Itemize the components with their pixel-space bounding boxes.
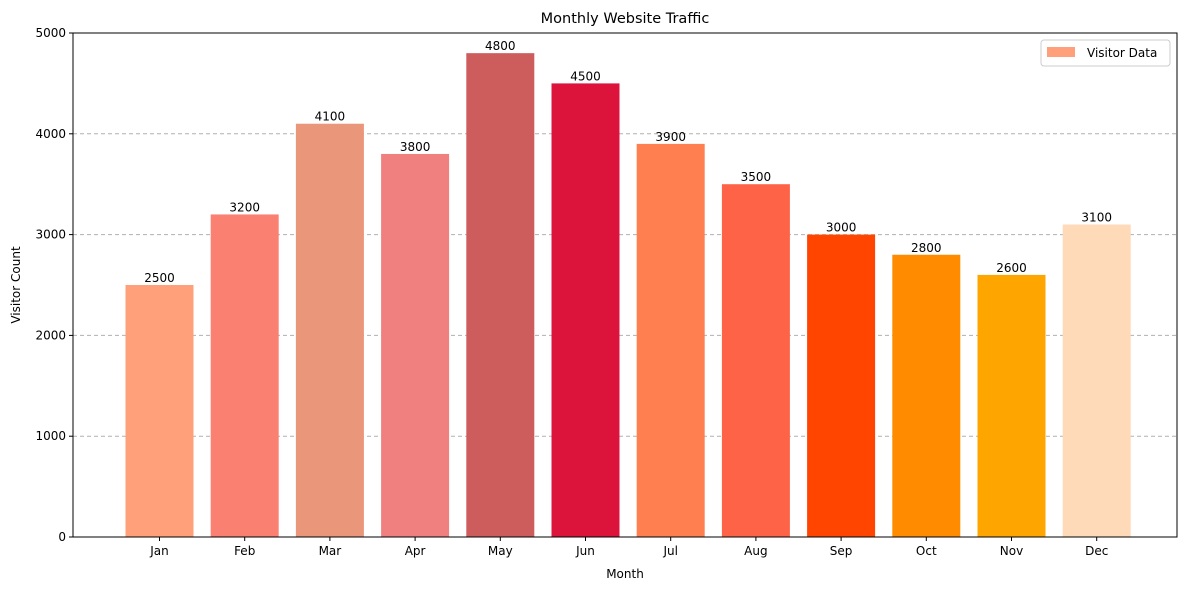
x-tick-label-apr: Apr xyxy=(405,544,426,558)
value-labels: 2500 3200 4100 3800 4800 4500 3900 3500 3000 2800… xyxy=(144,39,1112,285)
bar-dec xyxy=(1062,224,1131,537)
x-tick-label-jul: Jul xyxy=(662,544,677,558)
value-label-mar: 4100 xyxy=(315,110,346,124)
bar-aug xyxy=(721,184,790,537)
value-label-jan: 2500 xyxy=(144,271,175,285)
value-label-jul: 3900 xyxy=(655,130,686,144)
y-tick-label: 3000 xyxy=(35,228,66,242)
legend-label: Visitor Data xyxy=(1087,46,1157,60)
y-tick-label: 5000 xyxy=(35,26,66,40)
x-tick-label-jan: Jan xyxy=(149,544,169,558)
x-tick-label-aug: Aug xyxy=(744,544,767,558)
y-tick-label: 2000 xyxy=(35,328,66,342)
x-tick-label-jun: Jun xyxy=(575,544,595,558)
x-tick-label-sep: Sep xyxy=(830,544,853,558)
value-label-jun: 4500 xyxy=(570,69,601,83)
value-label-aug: 3500 xyxy=(741,170,772,184)
bar-sep xyxy=(807,234,876,537)
bar-nov xyxy=(977,274,1046,537)
plot-frame xyxy=(72,32,1178,538)
x-axis-ticks: Jan Feb Mar Apr May Jun Jul Aug Sep Oct Nov Dec xyxy=(149,537,1108,558)
bar-jan xyxy=(125,285,194,537)
x-axis-label: Month xyxy=(606,567,644,581)
bar-may xyxy=(466,53,535,537)
chart-title: Monthly Website Traffic xyxy=(541,11,710,27)
legend: Visitor Data xyxy=(1040,39,1171,67)
bar-feb xyxy=(210,214,279,537)
y-axis-ticks: 0 1000 2000 3000 4000 5000 xyxy=(35,26,73,544)
value-label-may: 4800 xyxy=(485,39,516,53)
value-label-oct: 2800 xyxy=(911,241,942,255)
x-tick-label-feb: Feb xyxy=(234,544,255,558)
bar-oct xyxy=(892,254,961,537)
value-label-nov: 2600 xyxy=(996,261,1027,275)
y-tick-label: 4000 xyxy=(35,127,66,141)
bar-apr xyxy=(381,153,450,537)
x-tick-label-dec: Dec xyxy=(1085,544,1108,558)
x-tick-label-oct: Oct xyxy=(916,544,937,558)
y-tick-label: 0 xyxy=(58,530,66,544)
value-label-apr: 3800 xyxy=(400,140,431,154)
bar-mar xyxy=(295,123,364,537)
legend-swatch xyxy=(1047,47,1075,57)
x-tick-label-nov: Nov xyxy=(1000,544,1023,558)
bar-jun xyxy=(551,83,620,538)
x-tick-label-may: May xyxy=(488,544,513,558)
legend-box xyxy=(1040,39,1171,67)
value-label-dec: 3100 xyxy=(1081,211,1112,225)
y-tick-label: 1000 xyxy=(35,429,66,443)
bar-jul xyxy=(636,143,705,537)
bars xyxy=(125,53,1131,538)
value-label-feb: 3200 xyxy=(229,200,260,214)
y-axis-label: Visitor Count xyxy=(9,246,23,324)
value-label-sep: 3000 xyxy=(826,221,857,235)
x-tick-label-mar: Mar xyxy=(319,544,342,558)
